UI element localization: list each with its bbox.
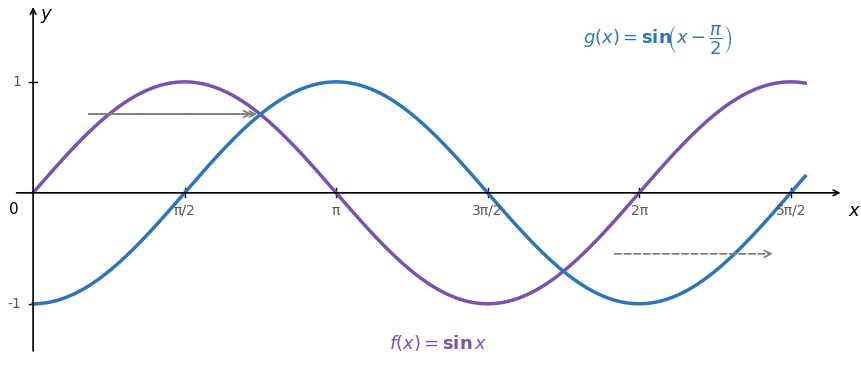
Text: -1: -1 (8, 297, 22, 311)
Text: 3π/2: 3π/2 (472, 204, 502, 218)
Text: 0: 0 (9, 202, 19, 217)
Text: $\mathit{f}(\mathit{x}) = \mathbf{sin}\,\mathit{x}$: $\mathit{f}(\mathit{x}) = \mathbf{sin}\,… (388, 332, 487, 353)
Text: y: y (40, 5, 52, 23)
Text: x: x (847, 202, 858, 220)
Text: π/2: π/2 (174, 204, 195, 218)
Text: 2π: 2π (630, 204, 647, 218)
Text: 5π/2: 5π/2 (775, 204, 805, 218)
Text: π: π (331, 204, 340, 218)
Text: 1: 1 (13, 75, 22, 89)
Text: $\mathit{g}(\mathit{x}) = \mathbf{sin}\!\left(\mathit{x}-\dfrac{\pi}{2}\right)$: $\mathit{g}(\mathit{x}) = \mathbf{sin}\!… (582, 23, 731, 56)
